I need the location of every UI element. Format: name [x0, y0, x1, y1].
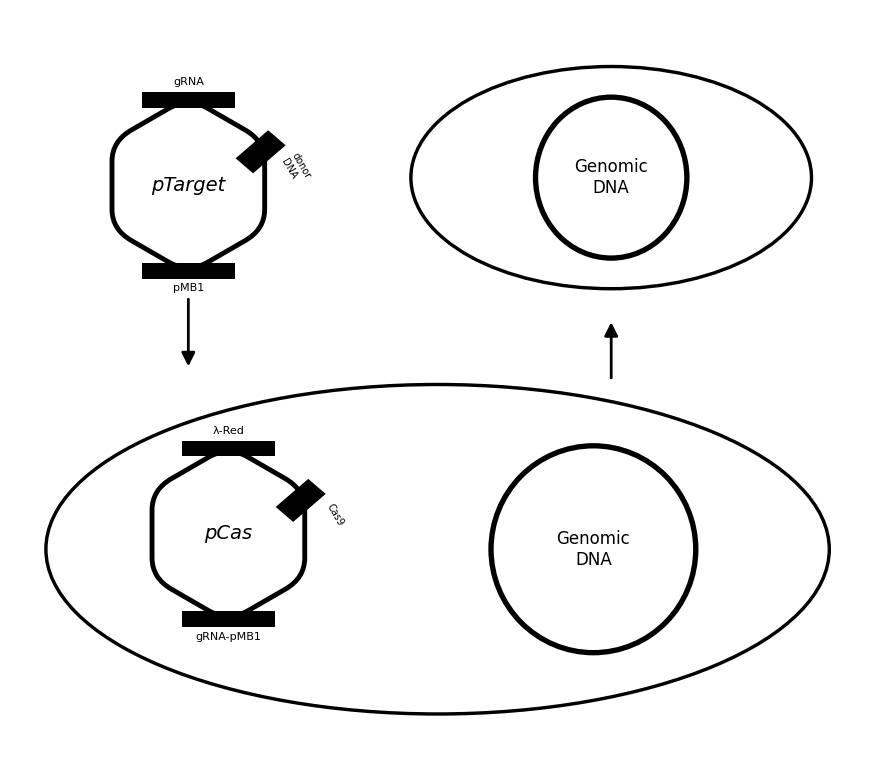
Text: Genomic
DNA: Genomic DNA [556, 530, 630, 568]
Text: pMB1: pMB1 [172, 283, 204, 293]
Text: Cas9: Cas9 [324, 502, 346, 528]
Text: Genomic
DNA: Genomic DNA [574, 158, 648, 197]
Text: donor
DNA: donor DNA [280, 151, 313, 186]
Text: pCas: pCas [204, 524, 253, 544]
FancyBboxPatch shape [182, 611, 275, 628]
FancyBboxPatch shape [276, 479, 326, 522]
PathPatch shape [112, 103, 264, 268]
PathPatch shape [152, 451, 305, 617]
Text: gRNA-pMB1: gRNA-pMB1 [196, 631, 262, 641]
FancyBboxPatch shape [236, 130, 286, 173]
FancyBboxPatch shape [182, 441, 275, 456]
FancyBboxPatch shape [142, 263, 235, 278]
Text: λ-Red: λ-Red [213, 426, 245, 436]
FancyBboxPatch shape [142, 92, 235, 108]
Ellipse shape [491, 446, 696, 653]
Text: pTarget: pTarget [151, 176, 225, 195]
Text: gRNA: gRNA [173, 78, 204, 88]
